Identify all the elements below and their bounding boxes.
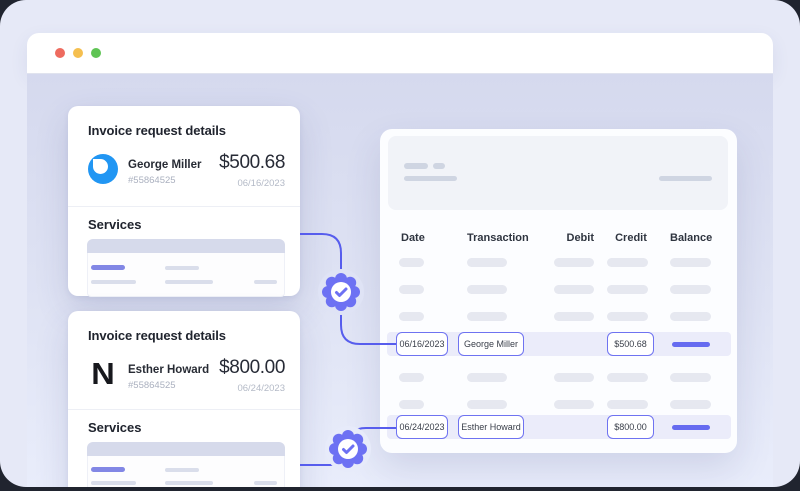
table-row-matched-esther-howard: 06/24/2023 Esther Howard $800.00 bbox=[387, 415, 731, 439]
placeholder-pill bbox=[91, 481, 136, 485]
placeholder-pill bbox=[554, 258, 594, 267]
placeholder-header bbox=[87, 239, 285, 253]
matched-date-chip: 06/24/2023 bbox=[396, 415, 448, 439]
invoice-amount: $500.68 bbox=[219, 152, 285, 173]
table-row-placeholder bbox=[387, 312, 731, 321]
invoice-card-esther-howard: Invoice request details N Esther Howard … bbox=[68, 311, 300, 487]
placeholder-pill bbox=[607, 400, 648, 409]
matched-transaction-chip: George Miller bbox=[458, 332, 524, 356]
transactions-table-card: Date Transaction Debit Credit Balance bbox=[380, 129, 737, 453]
placeholder-pill bbox=[670, 400, 711, 409]
placeholder-pill bbox=[467, 258, 507, 267]
placeholder-pill bbox=[670, 285, 711, 294]
payer-name: Esther Howard bbox=[128, 364, 210, 376]
card-title: Invoice request details bbox=[88, 328, 226, 343]
payer-logo-icon: N bbox=[91, 356, 115, 391]
placeholder-pill bbox=[467, 285, 507, 294]
matched-transaction-chip: Esther Howard bbox=[458, 415, 524, 439]
invoice-date: 06/16/2023 bbox=[237, 178, 285, 189]
table-row-placeholder bbox=[387, 373, 731, 382]
invoice-date: 06/24/2023 bbox=[237, 383, 285, 394]
placeholder-pill bbox=[607, 373, 648, 382]
matched-date-chip: 06/16/2023 bbox=[396, 332, 448, 356]
placeholder-pill bbox=[165, 468, 199, 472]
placeholder-pill bbox=[91, 280, 136, 284]
table-row-placeholder bbox=[387, 258, 731, 267]
placeholder-bar bbox=[404, 163, 428, 169]
divider bbox=[68, 206, 300, 207]
placeholder-pill bbox=[254, 280, 277, 284]
placeholder-pill bbox=[91, 265, 125, 270]
card-title: Invoice request details bbox=[88, 123, 226, 138]
services-heading: Services bbox=[88, 217, 142, 232]
table-header-row: Date Transaction Debit Credit Balance bbox=[387, 232, 731, 244]
payer-logo-icon bbox=[88, 154, 118, 184]
minimize-window-icon[interactable] bbox=[73, 48, 83, 58]
table-header-placeholder bbox=[388, 136, 728, 210]
check-seal-icon bbox=[318, 269, 364, 315]
amount-block: $500.68 06/16/2023 bbox=[219, 152, 285, 189]
placeholder-pill bbox=[554, 373, 594, 382]
placeholder-pill bbox=[399, 373, 424, 382]
table-row-placeholder bbox=[387, 285, 731, 294]
placeholder-pill bbox=[670, 312, 711, 321]
divider bbox=[68, 409, 300, 410]
placeholder-pill bbox=[670, 258, 711, 267]
column-header-debit: Debit bbox=[566, 232, 595, 244]
placeholder-bar bbox=[433, 163, 445, 169]
placeholder-pill bbox=[165, 266, 199, 270]
matched-credit-chip: $500.68 bbox=[607, 332, 654, 356]
placeholder-pill bbox=[254, 481, 277, 485]
column-header-credit: Credit bbox=[615, 232, 647, 244]
services-placeholder-table bbox=[87, 239, 285, 297]
balance-bar bbox=[672, 424, 710, 430]
placeholder-pill bbox=[554, 400, 594, 409]
close-window-icon[interactable] bbox=[55, 48, 65, 58]
placeholder-pill bbox=[607, 312, 648, 321]
placeholder-pill bbox=[670, 373, 711, 382]
column-header-transaction: Transaction bbox=[467, 232, 529, 244]
services-heading: Services bbox=[88, 420, 142, 435]
placeholder-pill bbox=[399, 285, 424, 294]
table-row-matched-george-miller: 06/16/2023 George Miller $500.68 bbox=[387, 332, 731, 356]
amount-block: $800.00 06/24/2023 bbox=[219, 357, 285, 394]
browser-content: Invoice request details George Miller #5… bbox=[27, 73, 773, 487]
column-header-balance: Balance bbox=[670, 232, 713, 244]
placeholder-pill bbox=[467, 312, 507, 321]
table-row-placeholder bbox=[387, 400, 731, 409]
drop-glyph-icon bbox=[93, 159, 108, 174]
browser-titlebar bbox=[27, 33, 773, 73]
placeholder-header bbox=[87, 442, 285, 456]
column-header-date: Date bbox=[401, 232, 425, 244]
placeholder-pill bbox=[554, 312, 594, 321]
placeholder-pill bbox=[399, 312, 424, 321]
placeholder-pill bbox=[399, 258, 424, 267]
invoice-amount: $800.00 bbox=[219, 357, 285, 378]
payer-name: George Miller bbox=[128, 159, 202, 171]
payer-id: #55864525 bbox=[128, 175, 176, 186]
placeholder-bar bbox=[404, 176, 457, 181]
traffic-lights bbox=[55, 48, 101, 58]
placeholder-pill bbox=[91, 467, 125, 472]
placeholder-pill bbox=[165, 280, 213, 284]
placeholder-pill bbox=[165, 481, 213, 485]
matched-credit-chip: $800.00 bbox=[607, 415, 654, 439]
check-seal-icon bbox=[325, 426, 371, 472]
services-placeholder-table bbox=[87, 442, 285, 487]
placeholder-bar bbox=[659, 176, 712, 181]
placeholder-pill bbox=[607, 258, 648, 267]
placeholder-pill bbox=[467, 400, 507, 409]
placeholder-pill bbox=[554, 285, 594, 294]
placeholder-pill bbox=[467, 373, 507, 382]
zoom-window-icon[interactable] bbox=[91, 48, 101, 58]
placeholder-pill bbox=[399, 400, 424, 409]
invoice-card-george-miller: Invoice request details George Miller #5… bbox=[68, 106, 300, 297]
payer-id: #55864525 bbox=[128, 380, 176, 391]
placeholder-body bbox=[87, 456, 285, 487]
placeholder-body bbox=[87, 253, 285, 297]
placeholder-pill bbox=[607, 285, 648, 294]
balance-bar bbox=[672, 341, 710, 347]
